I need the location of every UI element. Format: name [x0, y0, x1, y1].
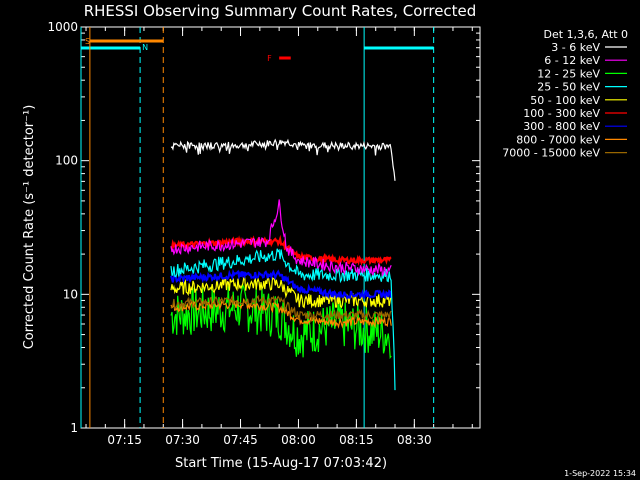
y-tick-label: 1 — [70, 421, 78, 435]
legend-label: 25 - 50 keV — [537, 81, 600, 94]
annotations: S N F — [85, 37, 291, 63]
legend-label: 6 - 12 keV — [544, 54, 600, 67]
series-line — [170, 138, 396, 181]
plot-frame — [80, 26, 481, 429]
legend-label: 800 - 7000 keV — [516, 133, 600, 146]
series-line — [170, 199, 392, 278]
series-line — [170, 282, 392, 360]
y-tick-label: 10 — [63, 287, 78, 301]
legend-label: 12 - 25 keV — [537, 67, 600, 80]
y-tick-label: 1000 — [47, 20, 78, 34]
series-line — [170, 268, 393, 300]
legend-label: 100 - 300 keV — [523, 107, 600, 120]
saa-label: S — [85, 37, 90, 46]
x-axis-label: Start Time (15-Aug-17 07:03:42) — [175, 456, 387, 471]
legend-label: 3 - 6 keV — [551, 41, 600, 54]
series-line — [170, 294, 392, 322]
night-label: N — [142, 43, 148, 52]
flare-label: F — [267, 54, 272, 63]
x-tick-label: 07:15 — [107, 433, 142, 447]
legend-label: 7000 - 15000 keV — [502, 147, 600, 160]
legend-header: Det 1,3,6, Att 0 — [544, 28, 628, 41]
x-tick-label: 08:30 — [397, 433, 432, 447]
legend-label: 300 - 800 keV — [523, 120, 600, 133]
time-segments — [80, 27, 435, 428]
series-line — [170, 248, 396, 391]
x-tick-label: 08:15 — [339, 433, 374, 447]
date-stamp: 1-Sep-2022 15:34 — [564, 469, 636, 478]
x-tick-label: 07:30 — [165, 433, 200, 447]
series-line — [170, 275, 392, 309]
y-axis-label: Corrected Count Rate (s⁻¹ detector⁻¹) — [22, 105, 37, 350]
x-axis-ticks: 07:15 07:30 07:45 08:00 08:15 08:30 — [85, 27, 473, 447]
x-tick-label: 07:45 — [223, 433, 258, 447]
chart-title: RHESSI Observing Summary Count Rates, Co… — [84, 2, 477, 20]
y-tick-label: 100 — [55, 154, 78, 168]
x-tick-label: 08:00 — [281, 433, 316, 447]
series-layer — [170, 138, 396, 391]
plot-border — [80, 26, 481, 429]
y-axis-ticks: 1 10 100 1000 — [47, 20, 480, 435]
legend-label: 50 - 100 keV — [530, 94, 600, 107]
